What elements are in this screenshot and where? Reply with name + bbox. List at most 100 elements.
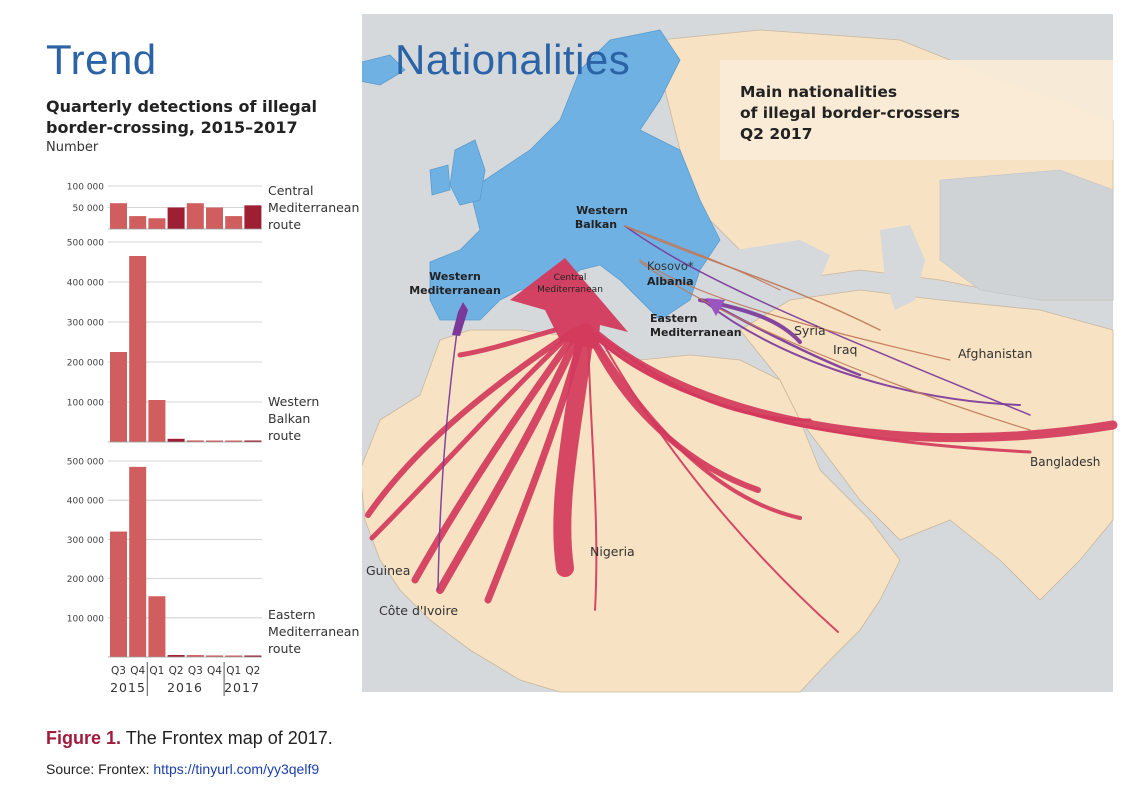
label-bangladesh: Bangladesh: [1030, 455, 1100, 469]
land-central-asia: [939, 169, 1114, 301]
label-central-med-2: Mediterranean: [537, 285, 603, 295]
route-label-central-2: Mediterranean: [268, 200, 360, 215]
route-label-western-balkan: Western Balkan route: [268, 393, 319, 444]
flow-arrow: [365, 327, 578, 518]
route-label-wb-3: route: [268, 428, 302, 443]
bar: [206, 207, 223, 229]
route-label-east-3: route: [268, 641, 302, 656]
central-med-arrowhead: [510, 258, 628, 350]
bar: [225, 216, 243, 229]
bar: [167, 655, 185, 657]
bar: [148, 596, 166, 657]
flow-arrow: [436, 326, 584, 594]
x-tick-label: Q4: [130, 665, 145, 677]
western-med-arrowhead: [452, 302, 468, 336]
flow-arrow: [590, 333, 802, 520]
chart-0: 50 000 100 000: [67, 183, 262, 230]
y-tick-label: 200 000: [67, 359, 104, 369]
flow-arrow: [624, 225, 781, 291]
chart-1: 100 000 200 000 300 000 400 000 500 000: [67, 239, 262, 443]
trend-heading: Trend: [46, 36, 157, 83]
caspian-sea: [880, 225, 925, 310]
x-tick-label: Q1: [226, 665, 241, 677]
figure-caption: Figure 1. The Frontex map of 2017.: [46, 728, 333, 749]
trend-panel-bg: [0, 0, 362, 700]
bar: [186, 440, 204, 442]
flow-arrow: [599, 337, 839, 633]
y-tick-label: 100 000: [67, 614, 104, 624]
map-labels: Western Mediterranean Central Mediterran…: [366, 204, 1100, 618]
label-western-med-2: Mediterranean: [409, 284, 501, 297]
trend-subtitle-line2: border-crossing, 2015–2017: [46, 118, 298, 137]
label-western-med-1: Western: [429, 270, 481, 283]
trend-charts: 50 000 100 000 100 000 200 000 300 000 400 00…: [67, 183, 262, 696]
panel-line3: Q2 2017: [740, 125, 813, 143]
trend-unit: Number: [46, 140, 99, 155]
eastern-med-arrowhead: [706, 298, 725, 316]
flow-arrow: [457, 327, 558, 358]
x-tick-label: Q3: [111, 665, 126, 677]
figure-text: The Frontex map of 2017.: [121, 728, 333, 748]
source-link[interactable]: https://tinyurl.com/yy3qelf9: [153, 761, 320, 777]
x-tick-label: Q2: [169, 665, 184, 677]
label-iraq: Iraq: [833, 342, 857, 357]
chart-2: 100 000 200 000 300 000 400 000 500 000: [67, 458, 262, 658]
route-label-central: Central Mediterranean route: [268, 182, 359, 233]
flow-arrow: [704, 301, 1021, 406]
flow-arrow: [594, 332, 812, 422]
route-label-east-1: Eastern: [268, 607, 316, 622]
label-cote-divoire: Côte d'Ivoire: [379, 603, 458, 618]
bar: [186, 655, 204, 657]
route-label-central-1: Central: [268, 183, 314, 198]
figure-label: Figure 1.: [46, 728, 122, 748]
label-western-balkan-2: Balkan: [575, 218, 617, 231]
label-central-med-1: Central: [554, 273, 587, 283]
flow-arrow: [411, 326, 582, 584]
y-tick-label: 200 000: [67, 575, 104, 585]
bar: [129, 256, 147, 442]
y-tick-label: 300 000: [67, 319, 104, 329]
year-label: 2016: [167, 680, 203, 695]
label-nigeria: Nigeria: [590, 544, 635, 559]
bar: [148, 400, 166, 442]
year-label: 2017: [224, 680, 260, 695]
route-label-wb-2: Balkan: [268, 411, 311, 426]
nationalities-panel-title: Main nationalities of illegal border-cro…: [740, 82, 960, 145]
label-western-balkan-1: Western: [576, 204, 628, 217]
x-tick-label: Q1: [149, 665, 164, 677]
nationalities-heading: Nationalities: [395, 36, 631, 83]
bar: [110, 531, 127, 657]
bar: [110, 352, 127, 442]
flow-arrow: [624, 225, 1031, 416]
y-tick-label: 400 000: [67, 279, 104, 289]
trend-subtitle: Quarterly detections of illegal border-c…: [46, 96, 317, 138]
flow-arrow: [553, 323, 594, 577]
y-tick-label: 100 000: [67, 183, 104, 193]
panel-line2: of illegal border-crossers: [740, 104, 960, 122]
land-ireland: [429, 164, 451, 196]
flow-arrow: [369, 327, 578, 541]
label-eastern-med-2: Mediterranean: [650, 326, 742, 339]
flow-arrow: [437, 309, 461, 591]
x-tick-label: Q4: [207, 665, 222, 677]
source-line: Source: Frontex: https://tinyurl.com/yy3…: [46, 761, 319, 777]
bar: [167, 438, 185, 442]
route-label-central-3: route: [268, 217, 302, 232]
y-tick-label: 400 000: [67, 497, 104, 507]
bar: [129, 466, 147, 657]
label-eastern-med-1: Eastern: [650, 312, 697, 325]
flow-arrow: [703, 298, 862, 377]
bar: [225, 440, 243, 442]
label-kosovo: Kosovo*: [647, 259, 694, 273]
flow-arrow: [587, 331, 598, 611]
route-label-east-2: Mediterranean: [268, 624, 360, 639]
flow-arrow: [639, 259, 951, 361]
flow-arrow: [624, 225, 881, 331]
y-tick-label: 100 000: [67, 399, 104, 409]
year-label: 2015: [110, 680, 146, 695]
bar: [206, 655, 223, 657]
bar: [244, 655, 262, 657]
bar: [129, 216, 147, 229]
